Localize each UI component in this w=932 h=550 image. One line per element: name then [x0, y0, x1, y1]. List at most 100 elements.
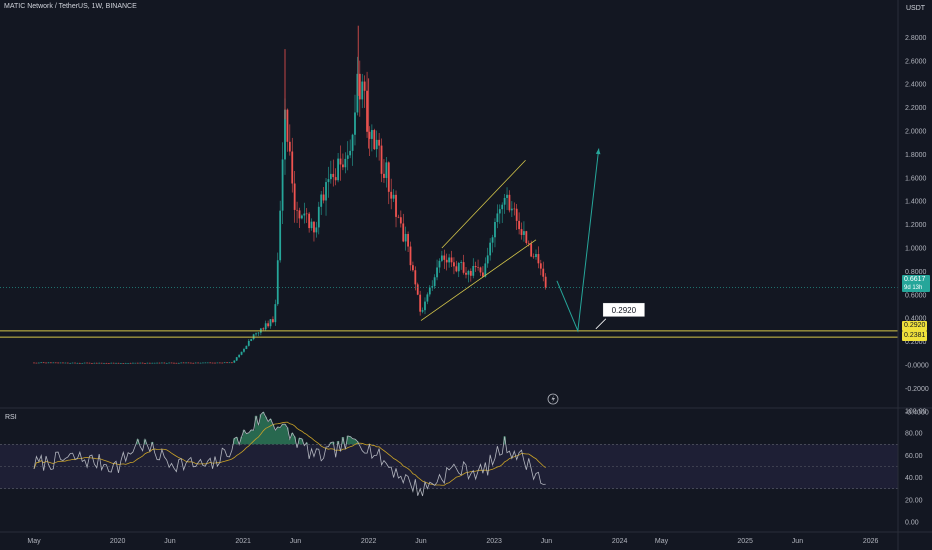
candle-body[interactable]	[298, 210, 301, 219]
candle-body[interactable]	[291, 151, 294, 184]
candle-body[interactable]	[317, 206, 320, 228]
candle-body[interactable]	[231, 362, 233, 364]
candle-body[interactable]	[127, 363, 130, 364]
candle-body[interactable]	[395, 194, 397, 217]
candle-body[interactable]	[151, 362, 154, 364]
candle-body[interactable]	[484, 263, 487, 277]
candle-body[interactable]	[243, 349, 245, 352]
candle-body[interactable]	[69, 363, 72, 364]
candle-body[interactable]	[506, 194, 508, 198]
candle-body[interactable]	[349, 150, 352, 156]
candle-body[interactable]	[187, 362, 190, 364]
candle-body[interactable]	[42, 362, 45, 364]
candle-body[interactable]	[356, 73, 359, 113]
candle-body[interactable]	[136, 362, 139, 364]
candle-body[interactable]	[426, 294, 429, 302]
candle-body[interactable]	[52, 362, 55, 364]
rsi-line[interactable]	[33, 411, 546, 497]
candle-body[interactable]	[197, 362, 200, 364]
lightning-icon[interactable]	[547, 393, 559, 405]
candle-body[interactable]	[223, 362, 226, 364]
candle-body[interactable]	[129, 363, 132, 364]
candle-body[interactable]	[523, 231, 525, 235]
candle-body[interactable]	[218, 362, 221, 364]
candle-body[interactable]	[37, 362, 40, 364]
candle-body[interactable]	[139, 362, 142, 364]
candle-body[interactable]	[199, 362, 202, 364]
candle-body[interactable]	[156, 362, 158, 364]
candle-body[interactable]	[421, 310, 424, 312]
candle-body[interactable]	[489, 242, 492, 256]
candle-body[interactable]	[322, 194, 325, 201]
candle-body[interactable]	[264, 323, 267, 330]
candle-body[interactable]	[419, 294, 422, 312]
candle-body[interactable]	[436, 267, 438, 278]
candle-body[interactable]	[74, 362, 76, 364]
channel-lower-line[interactable]	[420, 239, 537, 321]
candle-body[interactable]	[457, 262, 460, 272]
candle-body[interactable]	[320, 194, 323, 207]
candle-body[interactable]	[494, 222, 496, 238]
candle-body[interactable]	[465, 272, 467, 275]
candle-body[interactable]	[240, 351, 243, 355]
candle-body[interactable]	[206, 362, 209, 364]
candle-body[interactable]	[122, 363, 125, 364]
candle-body[interactable]	[257, 332, 260, 334]
channel-upper-line[interactable]	[441, 159, 526, 249]
candle-body[interactable]	[515, 208, 518, 221]
candle-body[interactable]	[501, 204, 504, 210]
candle-body[interactable]	[45, 362, 47, 364]
candle-body[interactable]	[496, 213, 499, 223]
candle-body[interactable]	[141, 362, 144, 364]
candle-body[interactable]	[175, 362, 178, 364]
candle-body[interactable]	[185, 362, 187, 364]
candle-body[interactable]	[117, 362, 120, 364]
candle-body[interactable]	[98, 362, 101, 364]
candle-body[interactable]	[542, 268, 545, 277]
candle-body[interactable]	[443, 255, 446, 260]
candle-body[interactable]	[216, 362, 219, 364]
candle-body[interactable]	[402, 223, 405, 242]
candle-body[interactable]	[132, 362, 134, 364]
candle-body[interactable]	[387, 162, 390, 192]
candle-body[interactable]	[100, 362, 103, 364]
candle-body[interactable]	[168, 362, 171, 364]
candle-body[interactable]	[170, 362, 173, 364]
candle-body[interactable]	[153, 362, 156, 364]
candle-body[interactable]	[165, 363, 168, 364]
candle-body[interactable]	[262, 328, 265, 330]
candle-body[interactable]	[351, 134, 354, 151]
candle-body[interactable]	[221, 362, 224, 364]
candle-body[interactable]	[416, 284, 419, 295]
candle-body[interactable]	[332, 173, 335, 178]
candle-body[interactable]	[448, 257, 451, 263]
candle-body[interactable]	[119, 363, 122, 364]
candle-body[interactable]	[399, 217, 402, 224]
candle-body[interactable]	[530, 243, 533, 257]
candle-body[interactable]	[479, 267, 482, 273]
candle-body[interactable]	[272, 319, 274, 323]
candle-body[interactable]	[518, 220, 521, 230]
candle-body[interactable]	[462, 262, 465, 273]
candle-body[interactable]	[288, 141, 291, 152]
candle-body[interactable]	[144, 363, 146, 364]
candle-body[interactable]	[66, 362, 69, 364]
candle-body[interactable]	[373, 130, 376, 150]
candle-body[interactable]	[107, 363, 110, 364]
candle-body[interactable]	[407, 233, 409, 247]
candle-body[interactable]	[163, 362, 166, 364]
candle-body[interactable]	[71, 362, 74, 364]
candle-body[interactable]	[303, 213, 306, 216]
candle-body[interactable]	[33, 362, 35, 364]
candle-body[interactable]	[233, 360, 236, 363]
candle-body[interactable]	[378, 139, 381, 146]
candle-body[interactable]	[180, 362, 183, 364]
candle-body[interactable]	[146, 362, 149, 364]
candle-body[interactable]	[498, 209, 501, 214]
candle-body[interactable]	[95, 362, 98, 364]
candle-body[interactable]	[245, 345, 248, 350]
candle-body[interactable]	[235, 357, 238, 361]
candle-body[interactable]	[508, 194, 511, 211]
candle-body[interactable]	[238, 354, 241, 358]
candle-body[interactable]	[59, 362, 62, 364]
